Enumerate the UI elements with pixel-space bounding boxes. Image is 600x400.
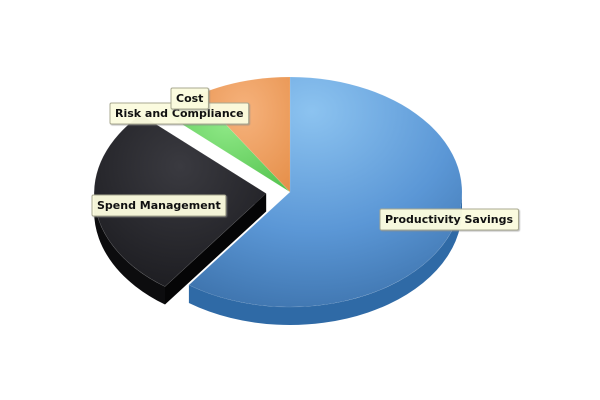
slice-label-text: Productivity Savings bbox=[385, 213, 513, 226]
slice-label-text: Cost bbox=[176, 92, 203, 105]
slice-label-cost: Cost bbox=[171, 88, 208, 109]
slice-label-productivity-savings: Productivity Savings bbox=[380, 209, 518, 230]
slice-label-text: Spend Management bbox=[97, 199, 221, 212]
slice-label-spend-management: Spend Management bbox=[92, 195, 226, 216]
